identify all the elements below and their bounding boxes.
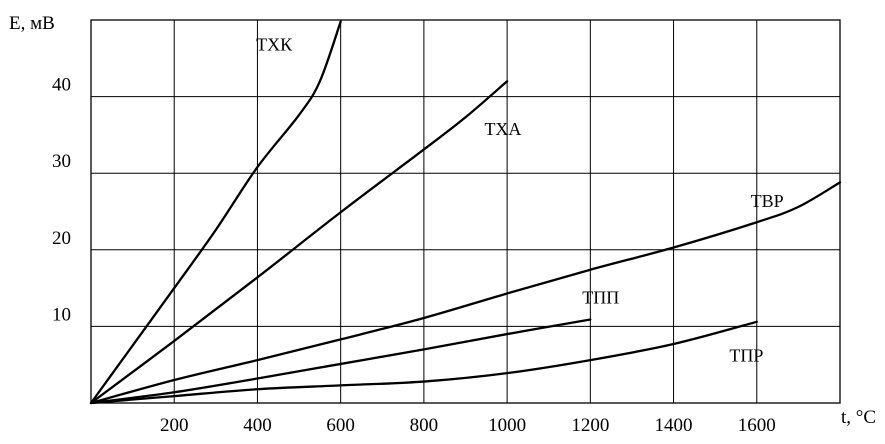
x-tick-label: 400 xyxy=(243,415,272,436)
y-tick-label: 20 xyxy=(52,228,71,249)
x-tick-label: 1200 xyxy=(571,415,609,436)
series-line xyxy=(89,320,758,405)
series-label: ТВР xyxy=(751,191,784,211)
series-label: ТХА xyxy=(484,119,521,139)
x-tick-label: 200 xyxy=(160,415,189,436)
series-labels: ТХК ТХА ТВР ТПП ТПР xyxy=(256,35,784,366)
grid xyxy=(91,19,840,403)
x-tick-label: 1400 xyxy=(655,415,693,436)
series-line xyxy=(89,20,342,405)
x-tick-label: 600 xyxy=(326,415,355,436)
series-line xyxy=(89,318,592,405)
tick-labels: 200 400 600 800 1000 1200 1400 1600 10 20 30 40 xyxy=(52,75,776,436)
series-label: ТПР xyxy=(729,346,763,366)
y-tick-label: 30 xyxy=(52,151,71,172)
series-line xyxy=(89,80,509,405)
series-line xyxy=(89,181,842,405)
series-label: ТХК xyxy=(256,35,293,55)
series-label: ТПП xyxy=(582,287,619,307)
y-axis-label: E, мВ xyxy=(9,13,55,34)
x-tick-label: 1600 xyxy=(738,415,776,436)
series-layer xyxy=(89,20,842,405)
plot-frame xyxy=(90,19,841,404)
x-tick-label: 800 xyxy=(410,415,439,436)
x-tick-label: 1000 xyxy=(488,415,526,436)
y-tick-label: 40 xyxy=(52,75,71,96)
x-axis-label: t, °C xyxy=(841,407,876,428)
y-tick-label: 10 xyxy=(52,304,71,325)
